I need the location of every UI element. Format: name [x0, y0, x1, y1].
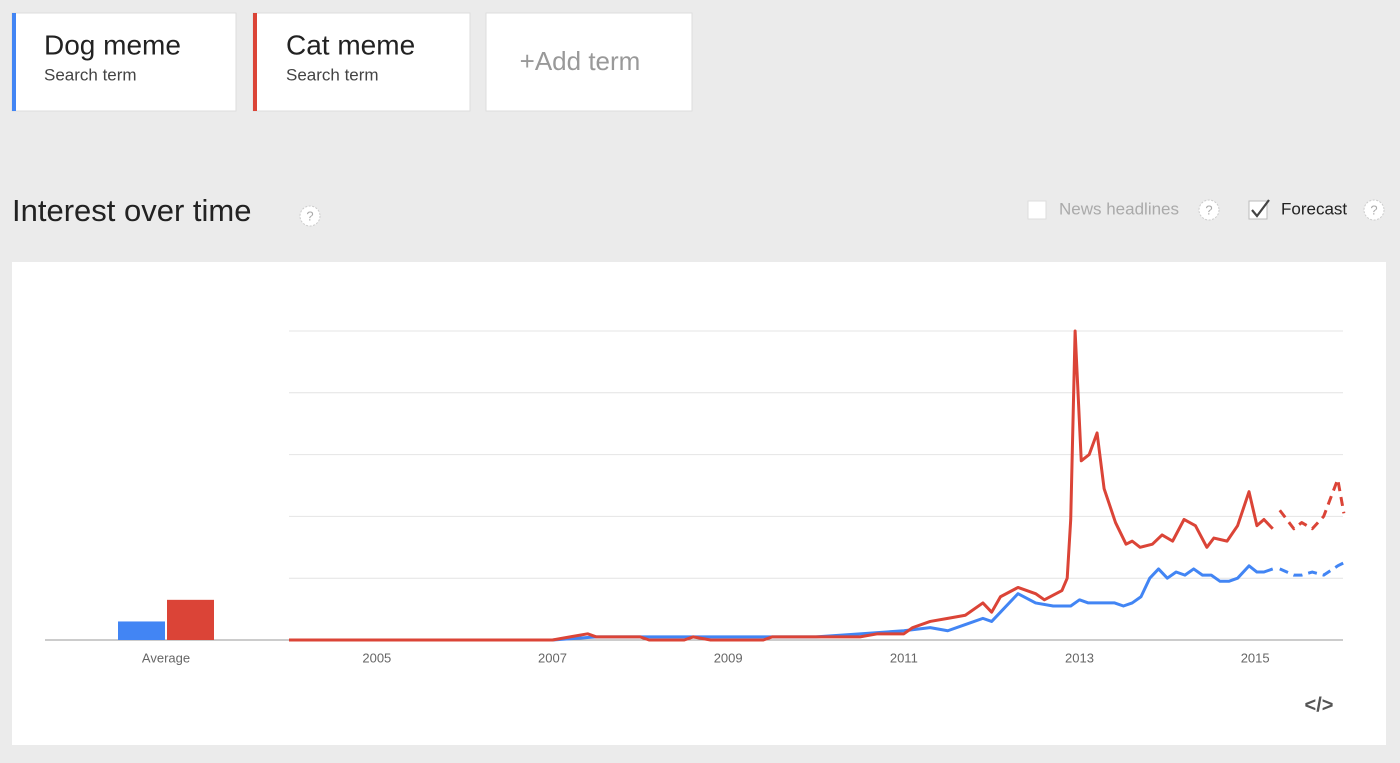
- card-accent: [12, 13, 16, 111]
- section-title: Interest over time: [12, 193, 251, 228]
- series-line: [289, 564, 1274, 642]
- average-label: Average: [142, 650, 190, 665]
- x-tick-label: 2007: [538, 650, 567, 665]
- x-tick-label: 2015: [1241, 650, 1270, 665]
- option-label: Forecast: [1281, 199, 1347, 218]
- help-mark: ?: [306, 208, 313, 223]
- checkmark: [1251, 199, 1270, 218]
- x-tick-label: 2011: [890, 650, 918, 665]
- help-mark: ?: [1205, 202, 1212, 217]
- term-card[interactable]: Cat meme Search term: [252, 12, 471, 112]
- x-tick-label: 2009: [714, 650, 743, 665]
- term-subtitle: Search term: [44, 65, 137, 84]
- term-subtitle: Search term: [286, 65, 379, 84]
- card: [485, 12, 693, 112]
- series-line: [289, 329, 1274, 642]
- series-line: [1279, 561, 1345, 577]
- add-term-card[interactable]: +Add term: [485, 12, 693, 112]
- average-bar: [118, 621, 165, 640]
- help-circle: [299, 205, 321, 227]
- help-circle: [1363, 199, 1385, 221]
- embed-icon[interactable]: </>: [1305, 694, 1334, 716]
- help-mark: ?: [1370, 202, 1377, 217]
- term-name: Dog meme: [44, 29, 181, 60]
- option-news[interactable]: News headlines ?: [1027, 199, 1220, 221]
- card: [11, 12, 237, 112]
- checkbox: [1027, 200, 1047, 220]
- average-bar: [167, 599, 214, 640]
- chart-panel: [12, 262, 1386, 745]
- help-icon[interactable]: ?: [299, 205, 321, 227]
- term-name: Cat meme: [286, 29, 415, 60]
- option-label: News headlines: [1059, 199, 1179, 218]
- add-term: +Add term: [520, 46, 641, 76]
- help-circle: [1198, 199, 1220, 221]
- series-line: [1278, 477, 1346, 531]
- option-forecast[interactable]: Forecast ?: [1248, 199, 1385, 221]
- term-card[interactable]: Dog meme Search term: [11, 12, 237, 112]
- card: [252, 12, 471, 112]
- chart: 2005 2007 2009 2011 2013 2015 Average: [45, 329, 1346, 665]
- checkbox: [1248, 200, 1268, 220]
- card-accent: [253, 13, 257, 111]
- x-tick-label: 2013: [1065, 650, 1094, 665]
- x-tick-label: 2005: [362, 650, 391, 665]
